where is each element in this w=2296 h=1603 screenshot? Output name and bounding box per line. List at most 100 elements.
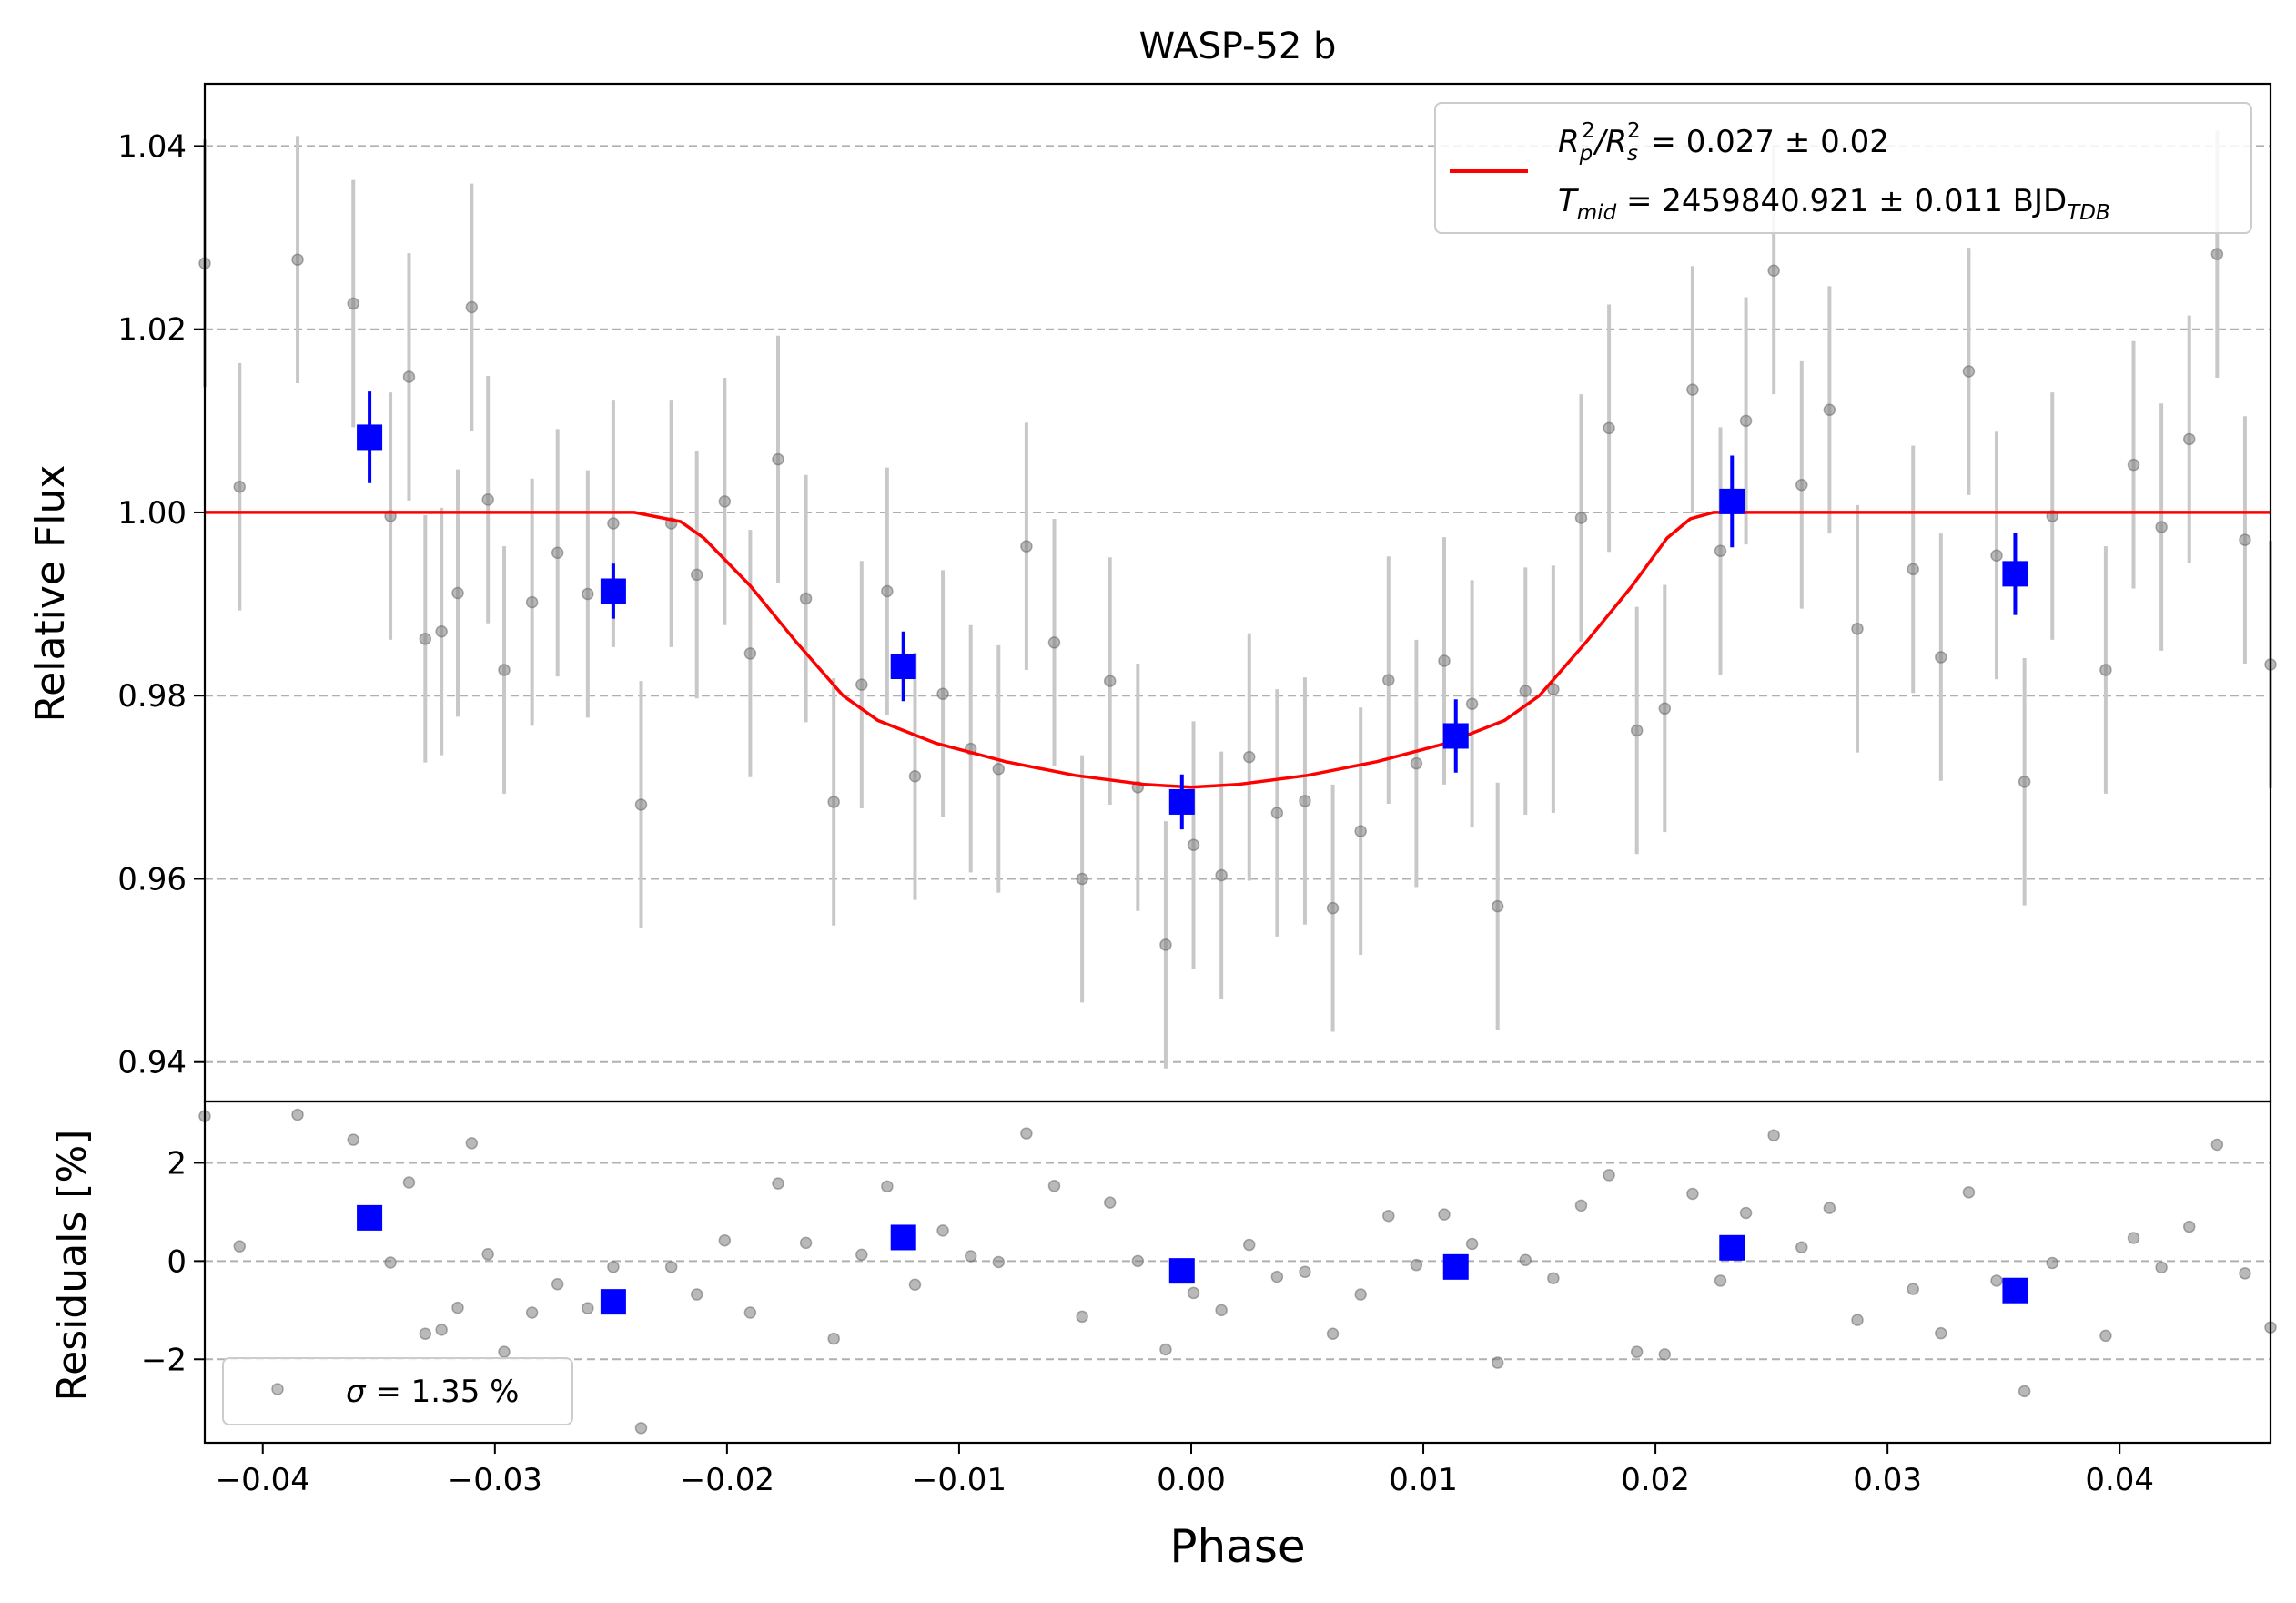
residual-raw-point bbox=[1131, 1254, 1145, 1268]
residual-raw-point bbox=[1326, 1327, 1340, 1340]
residual-raw-point bbox=[827, 1332, 840, 1345]
flux-binned-point bbox=[890, 654, 916, 680]
flux-raw-point bbox=[743, 647, 757, 660]
legend-tmid-text: Tmid = 2459840.921 ± 0.011 BJDTDB bbox=[1558, 183, 2110, 225]
flux-raw-point bbox=[855, 678, 868, 691]
flux-raw-point bbox=[607, 517, 620, 530]
flux-raw-point bbox=[1410, 756, 1423, 770]
residual-raw-point bbox=[525, 1306, 539, 1319]
residual-raw-point bbox=[1739, 1206, 1753, 1220]
flux-raw-point bbox=[1547, 683, 1560, 695]
residual-raw-point bbox=[2210, 1138, 2224, 1152]
residual-raw-point bbox=[2018, 1385, 2031, 1398]
flux-legend-box bbox=[1434, 102, 2252, 234]
flux-y-tick-label: 1.00 bbox=[117, 495, 187, 532]
flux-raw-point bbox=[772, 452, 784, 466]
residual-raw-point bbox=[1795, 1241, 1808, 1254]
flux-binned-point bbox=[600, 578, 626, 604]
flux-y-tick-label: 1.02 bbox=[117, 312, 187, 349]
residual-raw-point bbox=[347, 1133, 359, 1146]
residuals-y-tick-label: 2 bbox=[167, 1145, 187, 1182]
transit-model-curve bbox=[205, 511, 2271, 789]
residual-raw-point bbox=[992, 1255, 1006, 1269]
residual-binned-point bbox=[600, 1289, 626, 1315]
flux-raw-point bbox=[634, 798, 648, 811]
residual-raw-point bbox=[2182, 1220, 2196, 1233]
flux-raw-point bbox=[881, 584, 894, 598]
flux-raw-point bbox=[1962, 365, 1976, 378]
residual-raw-point bbox=[498, 1345, 511, 1358]
residual-raw-point bbox=[465, 1137, 479, 1150]
residual-raw-point bbox=[1823, 1202, 1836, 1214]
flux-y-tick-label: 0.96 bbox=[117, 861, 187, 898]
residual-raw-point bbox=[1159, 1343, 1172, 1356]
flux-raw-point bbox=[1574, 512, 1588, 524]
flux-raw-point bbox=[582, 587, 594, 601]
chart-title: WASP-52 b bbox=[1139, 25, 1337, 67]
residual-raw-point bbox=[1603, 1169, 1615, 1182]
flux-raw-point bbox=[1907, 563, 1919, 576]
flux-raw-point bbox=[2018, 776, 2031, 788]
flux-raw-point bbox=[347, 297, 359, 310]
residual-raw-point bbox=[481, 1248, 494, 1261]
flux-raw-point bbox=[1767, 264, 1780, 278]
x-tick-label: −0.04 bbox=[216, 1462, 310, 1498]
residual-raw-point bbox=[1438, 1208, 1451, 1221]
flux-raw-point bbox=[718, 495, 732, 508]
x-ticks: −0.04 −0.03 −0.02 −0.01 0.00 0.01 0.02 0.03 0.04 bbox=[216, 1443, 2154, 1498]
residuals-y-tick-label: −2 bbox=[141, 1342, 187, 1378]
residuals-binned-points bbox=[357, 1204, 2028, 1315]
residual-raw-point bbox=[384, 1256, 397, 1269]
residual-raw-point bbox=[743, 1306, 757, 1319]
residual-raw-point bbox=[908, 1278, 922, 1292]
flux-y-tick-label: 0.98 bbox=[117, 678, 187, 715]
flux-y-axis-label: Relative Flux bbox=[27, 465, 74, 723]
legend-depth-text: Rp2/Rs2 = 0.027 ± 0.02 bbox=[1558, 119, 1889, 166]
residual-raw-point bbox=[582, 1302, 594, 1314]
residual-raw-point bbox=[1243, 1238, 1256, 1252]
flux-raw-point bbox=[291, 253, 304, 266]
flux-raw-point bbox=[2127, 458, 2140, 472]
residual-raw-point bbox=[1990, 1274, 2003, 1287]
residual-raw-point bbox=[233, 1240, 247, 1253]
residual-raw-point bbox=[799, 1236, 813, 1250]
residuals-axes-frame bbox=[203, 1100, 2272, 1445]
flux-raw-point bbox=[402, 370, 416, 383]
residual-raw-point bbox=[1187, 1286, 1200, 1300]
x-tick-label: −0.02 bbox=[680, 1462, 774, 1498]
residual-raw-point bbox=[1962, 1186, 1976, 1199]
flux-raw-point bbox=[1354, 825, 1367, 837]
flux-raw-point bbox=[1047, 636, 1061, 649]
residual-raw-point bbox=[690, 1288, 703, 1301]
residual-raw-point bbox=[855, 1248, 868, 1262]
residual-raw-point bbox=[634, 1422, 648, 1435]
flux-raw-point bbox=[465, 300, 479, 314]
flux-raw-point bbox=[2182, 432, 2196, 446]
residuals-y-tick-label: 0 bbox=[167, 1243, 187, 1280]
residual-raw-point bbox=[1686, 1187, 1699, 1201]
x-tick-label: 0.02 bbox=[1621, 1462, 1690, 1498]
residual-binned-point bbox=[890, 1224, 916, 1251]
residual-raw-point bbox=[1491, 1356, 1504, 1369]
flux-raw-point bbox=[481, 493, 494, 506]
flux-raw-point bbox=[1658, 702, 1672, 715]
flux-raw-point bbox=[1795, 479, 1808, 492]
flux-raw-point bbox=[1990, 549, 2003, 562]
x-tick-label: −0.01 bbox=[912, 1462, 1006, 1498]
x-tick-label: 0.00 bbox=[1157, 1462, 1226, 1498]
residual-raw-point bbox=[551, 1277, 564, 1291]
flux-raw-point bbox=[936, 687, 949, 700]
residual-raw-point bbox=[1410, 1258, 1423, 1272]
residual-raw-point bbox=[1574, 1199, 1588, 1212]
flux-y-ticks: 0.94 0.96 0.98 1.00 1.02 1.04 bbox=[117, 128, 205, 1081]
residual-binned-point bbox=[357, 1204, 383, 1231]
residual-raw-point bbox=[1299, 1265, 1311, 1278]
flux-raw-point bbox=[1686, 383, 1699, 396]
x-tick-label: 0.04 bbox=[2085, 1462, 2154, 1498]
residual-binned-point bbox=[1442, 1253, 1469, 1280]
residual-raw-point bbox=[435, 1324, 448, 1336]
residuals-legend-box bbox=[222, 1357, 573, 1425]
residual-raw-point bbox=[936, 1224, 949, 1237]
residuals-y-axis-label: Residuals [%] bbox=[49, 1130, 96, 1402]
